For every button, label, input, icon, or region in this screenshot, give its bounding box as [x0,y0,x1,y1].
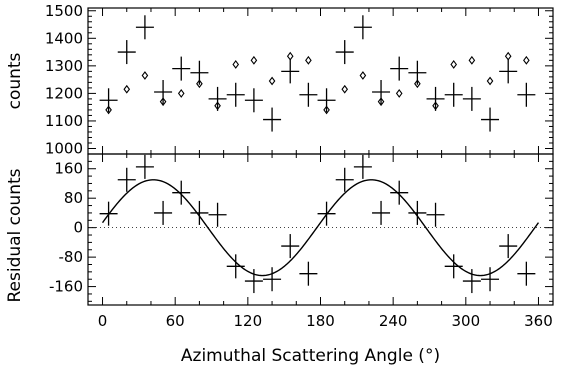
y-tick-label: 0 [73,219,83,237]
diamond-point [268,76,276,86]
diamond-point [250,55,258,65]
y-tick-label: 1500 [45,2,83,20]
y-tick-label: -160 [49,278,83,296]
y-tick-label: 160 [54,160,83,178]
y-tick-label: 80 [64,189,83,207]
bottom-panel-frame [87,153,554,306]
x-tick-label: 0 [98,312,108,330]
bottom-panel: 0 60 120 180 240 300 360 160 80 0 -80 -160 [49,153,554,330]
y-tick-label: 1000 [45,139,83,157]
diamond-point [432,101,439,111]
fit-curve [101,179,540,277]
diamond-point [196,79,203,89]
diamond-point [123,84,131,94]
y-tick-label: 1300 [45,57,83,75]
top-panel: 1000 1100 1200 1300 1400 1500 [45,2,554,157]
top-y-axis-label: counts [5,52,25,109]
x-tick-label: 240 [379,312,408,330]
diamond-point [414,79,421,89]
diamond-point [486,76,494,86]
x-tick-label: 60 [166,312,185,330]
x-tick-label: 120 [234,312,263,330]
x-tick-label: 360 [524,312,553,330]
y-tick-label: -80 [59,248,84,266]
diamond-point [177,88,185,98]
top-panel-frame [87,7,554,155]
x-tick-label: 180 [306,312,335,330]
diamond-point [323,105,330,115]
diamond-point [523,55,530,65]
diamond-point [395,88,403,98]
diamond-point [468,55,476,65]
diamond-point [450,60,458,69]
diamond-point [504,51,512,61]
diamond-point [359,71,367,80]
y-tick-label: 1100 [45,112,83,130]
x-axis-label: Azimuthal Scattering Angle (°) [181,346,440,366]
diamond-point [232,60,240,69]
x-tick-label: 300 [451,312,480,330]
diamond-point [341,84,349,94]
bottom-y-axis-label: Residual counts [5,168,25,302]
diamond-point [286,51,294,61]
diamond-point [105,105,112,115]
diamond-point [159,97,167,107]
diamond-point [214,101,221,111]
diamond-point [141,71,149,80]
diamond-point [377,97,385,107]
y-tick-label: 1400 [45,29,83,47]
y-tick-label: 1200 [45,84,83,102]
diamond-point [305,55,312,65]
